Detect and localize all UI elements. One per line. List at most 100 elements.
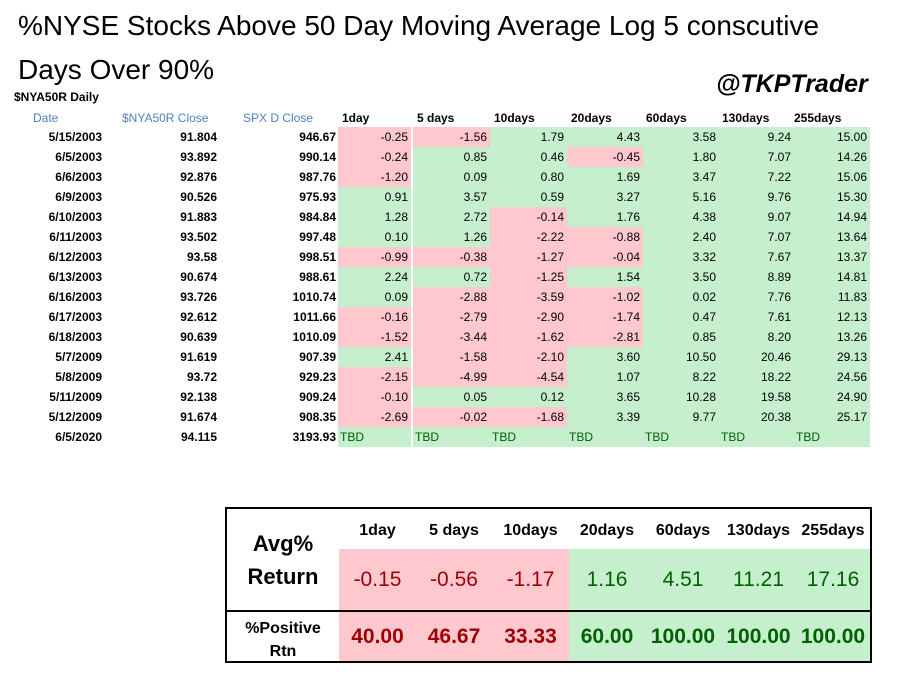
header-60days: 60days xyxy=(646,111,687,125)
header-10days: 10days xyxy=(494,111,535,125)
avg-return-value: -0.56 xyxy=(416,549,492,610)
pct-positive-value: 60.00 xyxy=(569,612,645,661)
return-cell-1day: -0.24 xyxy=(338,147,411,167)
table-row: 6/5/2003 93.892 990.14 -0.24 0.85 0.46 -0.45 1.… xyxy=(0,147,897,167)
return-cell-20days: -0.88 xyxy=(567,227,643,247)
spx-close-cell: 907.39 xyxy=(299,350,336,364)
date-cell: 5/15/2003 xyxy=(48,130,102,144)
return-cell-130days: 18.22 xyxy=(719,367,794,387)
header-date: Date xyxy=(33,111,59,125)
return-cell-5days: -1.56 xyxy=(413,127,490,147)
spx-close-cell: 946.67 xyxy=(299,130,336,144)
nya-close-cell: 92.876 xyxy=(180,170,217,184)
return-cell-1day: 0.91 xyxy=(338,187,411,207)
return-cell-20days: -0.45 xyxy=(567,147,643,167)
return-cell-5days: 0.05 xyxy=(413,387,490,407)
return-cell-130days: 7.07 xyxy=(719,227,794,247)
return-cell-130days: 8.20 xyxy=(719,327,794,347)
avg-return-value: -0.15 xyxy=(339,549,416,610)
returns-table: 5/15/2003 91.804 946.67 -0.25 -1.56 1.79 4.43 3… xyxy=(0,127,897,447)
return-cell-10days: 0.80 xyxy=(490,167,567,187)
return-cell-1day: -0.10 xyxy=(338,387,411,407)
return-cell-1day: 1.28 xyxy=(338,207,411,227)
pct-positive-label-line-1: %Positive xyxy=(245,620,321,637)
return-cell-1day: -1.52 xyxy=(338,327,411,347)
return-cell-10days: -2.10 xyxy=(490,347,567,367)
return-cell-1day: -0.99 xyxy=(338,247,411,267)
return-cell-5days: 1.26 xyxy=(413,227,490,247)
nya-close-cell: 93.72 xyxy=(186,370,217,384)
return-cell-10days: -1.25 xyxy=(490,267,567,287)
return-cell-255days: 15.00 xyxy=(794,127,870,147)
return-cell-20days: -1.74 xyxy=(567,307,643,327)
return-cell-5days: 3.57 xyxy=(413,187,490,207)
return-cell-130days: TBD xyxy=(719,427,794,447)
return-cell-130days: 7.22 xyxy=(719,167,794,187)
return-cell-255days: 13.64 xyxy=(794,227,870,247)
return-cell-20days: -1.02 xyxy=(567,287,643,307)
summary-table: Avg% Return %Positive Rtn 1day -0.15 40.00… xyxy=(225,507,872,663)
return-cell-1day: -2.69 xyxy=(338,407,411,427)
return-cell-60days: 9.77 xyxy=(643,407,719,427)
spx-close-cell: 1010.74 xyxy=(292,290,336,304)
table-row: 5/8/2009 93.72 929.23 -2.15 -4.99 -4.54 1.07 8.… xyxy=(0,367,897,387)
nya-close-cell: 93.58 xyxy=(186,250,217,264)
date-cell: 6/10/2003 xyxy=(48,210,102,224)
return-cell-60days: 0.02 xyxy=(643,287,719,307)
table-row: 5/7/2009 91.619 907.39 2.41 -1.58 -2.10 3.60 10… xyxy=(0,347,897,367)
summary-header-60days: 60days xyxy=(655,522,711,539)
return-cell-10days: 1.79 xyxy=(490,127,567,147)
spx-close-cell: 1010.09 xyxy=(292,330,336,344)
avg-return-value: 4.51 xyxy=(645,549,721,610)
return-cell-255days: 13.37 xyxy=(794,247,870,267)
date-cell: 5/7/2009 xyxy=(55,350,102,364)
table-row: 6/13/2003 90.674 988.61 2.24 0.72 -1.25 1.54 3.… xyxy=(0,267,897,287)
return-cell-130days: 7.76 xyxy=(719,287,794,307)
return-cell-10days: -1.62 xyxy=(490,327,567,347)
return-cell-130days: 20.38 xyxy=(719,407,794,427)
return-cell-130days: 9.76 xyxy=(719,187,794,207)
return-cell-1day: -0.16 xyxy=(338,307,411,327)
table-row: 6/6/2003 92.876 987.76 -1.20 0.09 0.80 1.69 3.4… xyxy=(0,167,897,187)
nya-close-cell: 91.674 xyxy=(180,410,217,424)
nya-close-cell: 93.892 xyxy=(180,150,217,164)
return-cell-5days: 0.85 xyxy=(413,147,490,167)
return-cell-60days: 3.32 xyxy=(643,247,719,267)
return-cell-10days: -4.54 xyxy=(490,367,567,387)
return-cell-255days: 11.83 xyxy=(794,287,870,307)
return-cell-20days: 4.43 xyxy=(567,127,643,147)
return-cell-5days: 2.72 xyxy=(413,207,490,227)
return-cell-60days: 8.22 xyxy=(643,367,719,387)
summary-header-255days: 255days xyxy=(801,522,865,539)
date-cell: 6/13/2003 xyxy=(48,270,102,284)
return-cell-60days: 3.58 xyxy=(643,127,719,147)
return-cell-10days: -0.14 xyxy=(490,207,567,227)
return-cell-60days: 4.38 xyxy=(643,207,719,227)
return-cell-60days: 0.47 xyxy=(643,307,719,327)
nya-close-cell: 93.726 xyxy=(180,290,217,304)
nya-close-cell: 91.804 xyxy=(180,130,217,144)
header-20days: 20days xyxy=(571,111,612,125)
pct-positive-label-line-2: Rtn xyxy=(269,643,297,660)
return-cell-10days: -1.27 xyxy=(490,247,567,267)
return-cell-130days: 8.89 xyxy=(719,267,794,287)
series-subtitle: $NYA50R Daily xyxy=(14,90,99,104)
return-cell-130days: 19.58 xyxy=(719,387,794,407)
date-cell: 5/8/2009 xyxy=(55,370,102,384)
return-cell-5days: -1.58 xyxy=(413,347,490,367)
table-row: 5/11/2009 92.138 909.24 -0.10 0.05 0.12 3.65 10… xyxy=(0,387,897,407)
return-cell-10days: 0.46 xyxy=(490,147,567,167)
return-cell-130days: 20.46 xyxy=(719,347,794,367)
return-cell-255days: TBD xyxy=(794,427,870,447)
spx-close-cell: 984.84 xyxy=(299,210,336,224)
nya-close-cell: 92.138 xyxy=(180,390,217,404)
table-row: 5/15/2003 91.804 946.67 -0.25 -1.56 1.79 4.43 3… xyxy=(0,127,897,147)
nya-close-cell: 90.526 xyxy=(180,190,217,204)
return-cell-20days: -0.04 xyxy=(567,247,643,267)
return-cell-130days: 9.07 xyxy=(719,207,794,227)
return-cell-5days: -0.02 xyxy=(413,407,490,427)
return-cell-255days: 29.13 xyxy=(794,347,870,367)
spx-close-cell: 988.61 xyxy=(299,270,336,284)
avg-return-label-line-1: Avg% xyxy=(252,531,314,556)
return-cell-130days: 7.67 xyxy=(719,247,794,267)
